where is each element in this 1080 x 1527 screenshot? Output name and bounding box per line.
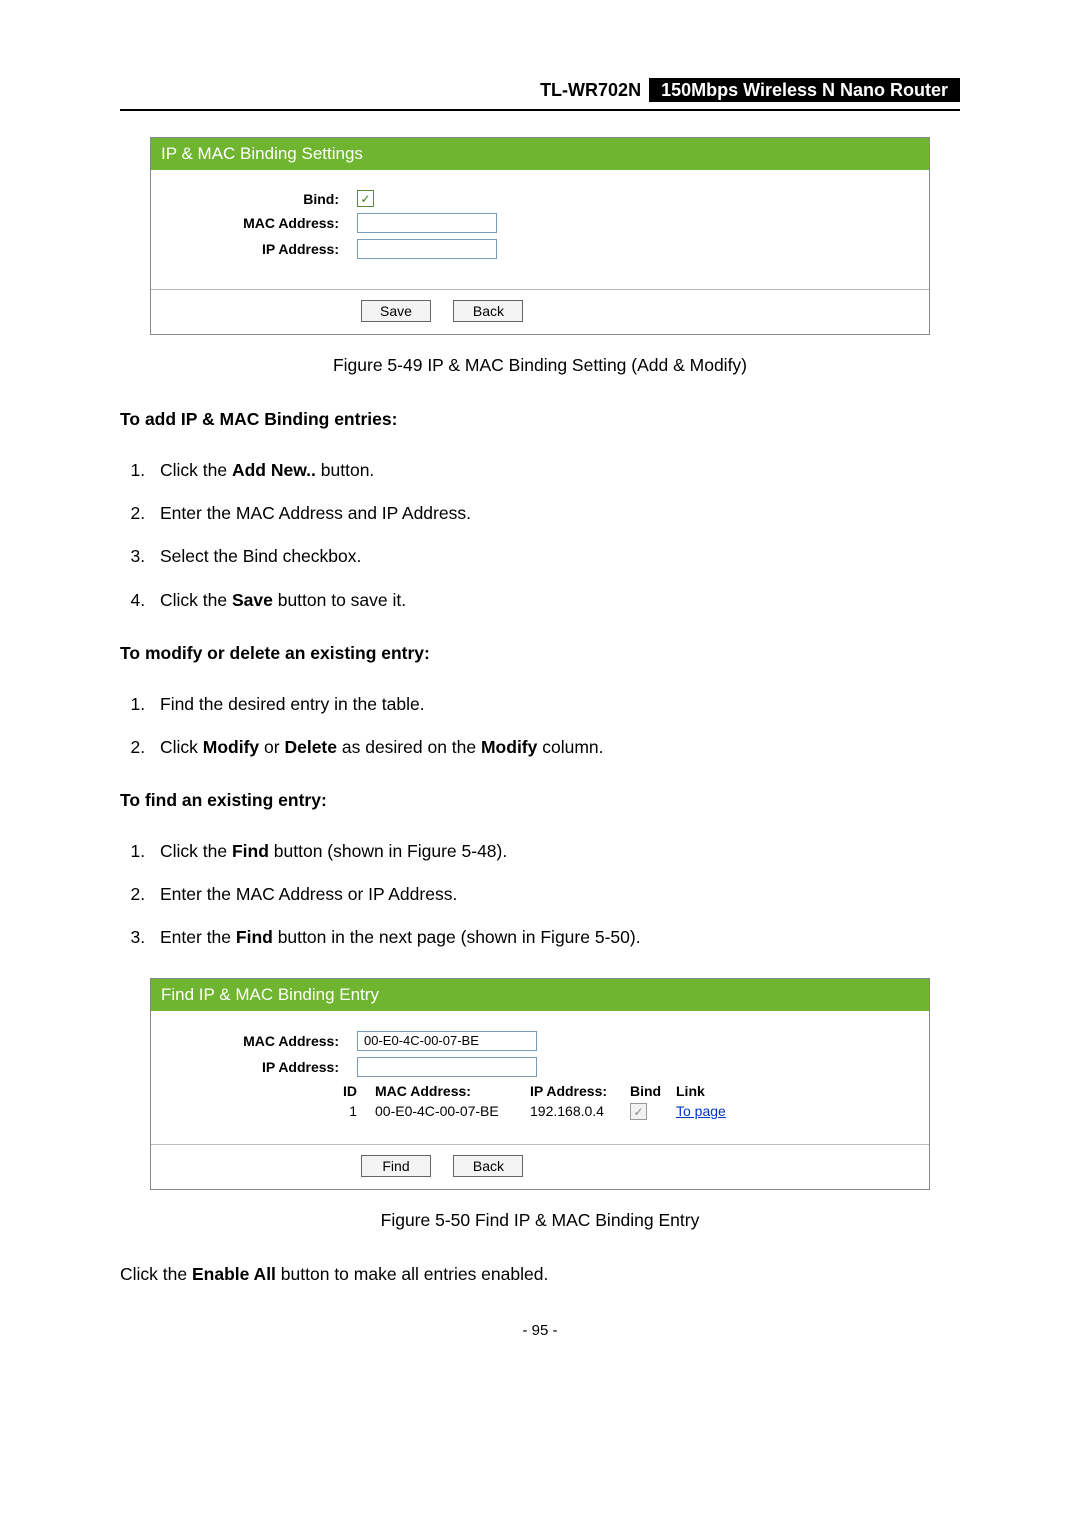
back-button[interactable]: Back (453, 1155, 523, 1177)
heading-find: To find an existing entry: (120, 787, 960, 814)
mac-address-input[interactable] (357, 213, 497, 233)
find-button[interactable]: Find (361, 1155, 431, 1177)
col-ip: IP Address: (530, 1083, 630, 1099)
step-item: Click the Save button to save it. (150, 587, 960, 614)
bind-checkbox[interactable]: ✓ (357, 190, 374, 207)
step-item: Click the Add New.. button. (150, 457, 960, 484)
cell-id: 1 (169, 1103, 357, 1119)
ip-label: IP Address: (169, 1059, 357, 1075)
step-item: Click Modify or Delete as desired on the… (150, 734, 960, 761)
ip-address-input[interactable] (357, 239, 497, 259)
model-code: TL-WR702N (532, 78, 649, 102)
heading-modify: To modify or delete an existing entry: (120, 640, 960, 667)
cell-mac: 00-E0-4C-00-07-BE (357, 1103, 530, 1119)
step-item: Enter the MAC Address or IP Address. (150, 881, 960, 908)
final-line: Click the Enable All button to make all … (120, 1261, 960, 1288)
find-ip-input[interactable] (357, 1057, 537, 1077)
cell-ip: 192.168.0.4 (530, 1103, 630, 1119)
back-button[interactable]: Back (453, 300, 523, 322)
page-number: - 95 - (120, 1322, 960, 1339)
bind-checkbox-disabled: ✓ (630, 1103, 647, 1120)
table-row: 1 00-E0-4C-00-07-BE 192.168.0.4 ✓ To pag… (169, 1103, 911, 1121)
step-item: Enter the Find button in the next page (… (150, 924, 960, 951)
col-mac: MAC Address: (357, 1083, 530, 1099)
heading-add: To add IP & MAC Binding entries: (120, 406, 960, 433)
panel-title: IP & MAC Binding Settings (151, 138, 929, 170)
to-page-link[interactable]: To page (676, 1103, 726, 1119)
panel-ip-mac-settings: IP & MAC Binding Settings Bind: ✓ MAC Ad… (150, 137, 930, 335)
steps-modify: Find the desired entry in the table. Cli… (120, 691, 960, 761)
find-mac-input[interactable] (357, 1031, 537, 1051)
col-id: ID (169, 1083, 357, 1099)
step-item: Select the Bind checkbox. (150, 543, 960, 570)
bind-label: Bind: (169, 191, 357, 207)
find-results-table: ID MAC Address: IP Address: Bind Link 1 … (169, 1083, 911, 1121)
figure-caption-1: Figure 5-49 IP & MAC Binding Setting (Ad… (120, 355, 960, 376)
step-item: Enter the MAC Address and IP Address. (150, 500, 960, 527)
save-button[interactable]: Save (361, 300, 431, 322)
steps-find: Click the Find button (shown in Figure 5… (120, 838, 960, 951)
figure-caption-2: Figure 5-50 Find IP & MAC Binding Entry (120, 1210, 960, 1231)
steps-add: Click the Add New.. button. Enter the MA… (120, 457, 960, 614)
mac-label: MAC Address: (169, 1033, 357, 1049)
col-link: Link (676, 1083, 911, 1099)
doc-header: TL-WR702N150Mbps Wireless N Nano Router (120, 76, 960, 111)
step-item: Click the Find button (shown in Figure 5… (150, 838, 960, 865)
panel-footer: Find Back (151, 1144, 929, 1189)
panel-title: Find IP & MAC Binding Entry (151, 979, 929, 1011)
cell-bind: ✓ (630, 1103, 676, 1121)
model-desc: 150Mbps Wireless N Nano Router (649, 78, 960, 102)
panel-footer: Save Back (151, 289, 929, 334)
step-item: Find the desired entry in the table. (150, 691, 960, 718)
col-bind: Bind (630, 1083, 676, 1099)
mac-label: MAC Address: (169, 215, 357, 231)
panel-find-entry: Find IP & MAC Binding Entry MAC Address:… (150, 978, 930, 1191)
ip-label: IP Address: (169, 241, 357, 257)
